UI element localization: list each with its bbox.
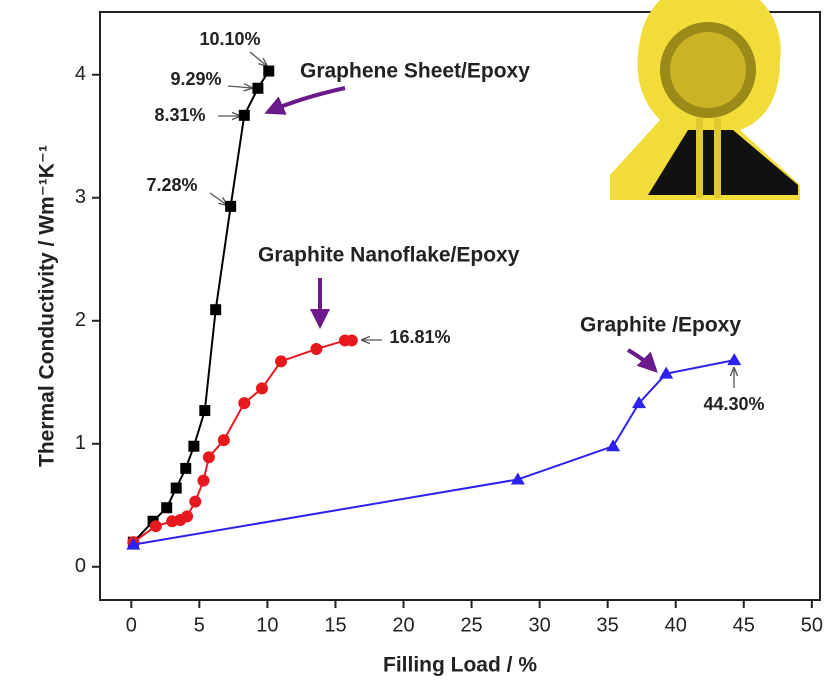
x-tick-label: 50 <box>801 614 823 636</box>
marker <box>606 439 621 452</box>
marker <box>510 472 525 485</box>
marker <box>170 482 182 494</box>
x-tick-label: 35 <box>597 614 619 636</box>
inset-image <box>610 0 800 200</box>
x-tick-label: 25 <box>460 614 482 636</box>
x-tick-label: 5 <box>194 614 205 636</box>
y-tick-label: 2 <box>75 309 86 331</box>
series-line <box>133 359 735 546</box>
marker <box>161 502 173 514</box>
x-tick-label: 10 <box>256 614 278 636</box>
series-label: Graphite Nanoflake/Epoxy <box>258 244 520 267</box>
x-tick-label: 30 <box>528 614 550 636</box>
marker <box>238 397 251 410</box>
marker <box>217 434 230 447</box>
marker <box>252 82 264 94</box>
x-tick-label: 20 <box>392 614 414 636</box>
marker <box>149 520 162 533</box>
annotation: 10.10% <box>199 29 260 49</box>
series-label: Graphene Sheet/Epoxy <box>300 60 530 83</box>
annotation: 16.81% <box>389 327 450 347</box>
annotation: 9.29% <box>170 69 221 89</box>
marker <box>202 451 215 464</box>
y-tick-label: 4 <box>75 63 86 85</box>
label-arrows <box>264 86 658 373</box>
x-tick-label: 45 <box>733 614 755 636</box>
marker <box>199 405 211 417</box>
marker <box>126 537 141 550</box>
y-tick-label: 3 <box>75 186 86 208</box>
marker <box>189 495 202 508</box>
marker <box>225 200 237 212</box>
marker <box>238 109 250 121</box>
marker <box>659 366 674 379</box>
marker <box>197 474 210 487</box>
marker <box>180 462 192 474</box>
marker <box>631 396 646 409</box>
x-tick-label: 0 <box>126 614 137 636</box>
x-tick-label: 15 <box>324 614 346 636</box>
y-tick-label: 1 <box>75 432 86 454</box>
y-axis-label: Thermal Conductivity / Wm⁻¹K⁻¹ <box>36 145 59 467</box>
series-line <box>132 70 270 543</box>
x-tick-label: 40 <box>665 614 687 636</box>
annotation: 44.30% <box>703 394 764 414</box>
y-tick-label: 0 <box>75 555 86 577</box>
arrows <box>209 51 734 388</box>
series-label: Graphite /Epoxy <box>580 314 741 337</box>
plot-frame <box>99 11 821 601</box>
marker <box>310 343 323 356</box>
annotation: 7.28% <box>146 175 197 195</box>
marker <box>727 353 742 366</box>
marker <box>210 304 222 316</box>
annotation: 8.31% <box>154 105 205 125</box>
x-axis-label: Filling Load / % <box>383 654 537 677</box>
marker <box>275 355 288 368</box>
marker <box>181 510 194 523</box>
marker <box>345 334 358 347</box>
marker <box>188 440 200 452</box>
marker <box>255 382 268 395</box>
marker <box>263 65 275 77</box>
